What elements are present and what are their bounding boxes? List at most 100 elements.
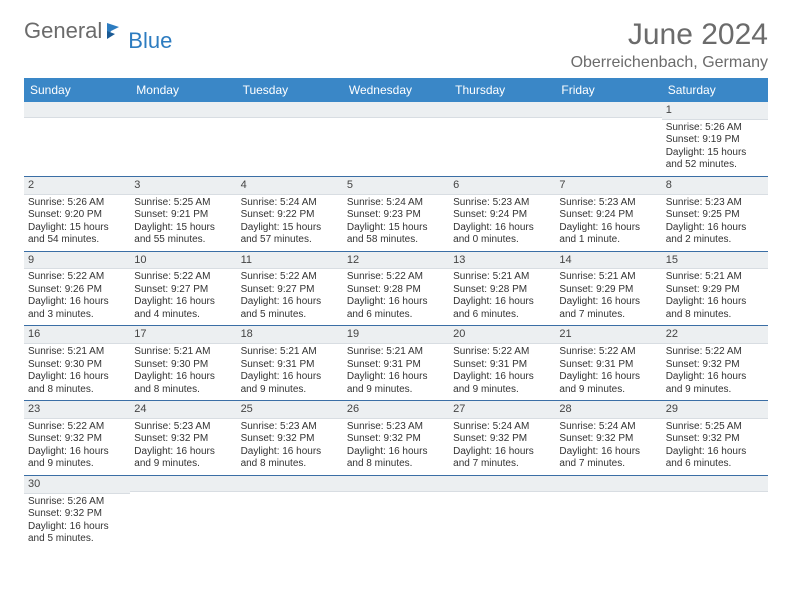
day-number: 7 — [555, 177, 661, 195]
calendar-cell-empty — [237, 476, 343, 550]
daylight-text: Daylight: 16 hours and 9 minutes. — [453, 371, 551, 396]
calendar-cell: 25Sunrise: 5:23 AMSunset: 9:32 PMDayligh… — [237, 401, 343, 475]
daylight-text: Daylight: 15 hours and 52 minutes. — [666, 147, 764, 172]
cell-body: Sunrise: 5:21 AMSunset: 9:29 PMDaylight:… — [662, 269, 768, 325]
daylight-text: Daylight: 16 hours and 2 minutes. — [666, 222, 764, 247]
day-number: 2 — [24, 177, 130, 195]
day-number — [662, 476, 768, 492]
sunrise-text: Sunrise: 5:21 AM — [666, 271, 764, 284]
sunset-text: Sunset: 9:25 PM — [666, 209, 764, 222]
day-number — [24, 102, 130, 118]
sunrise-text: Sunrise: 5:23 AM — [559, 197, 657, 210]
sunrise-text: Sunrise: 5:24 AM — [241, 197, 339, 210]
sunrise-text: Sunrise: 5:26 AM — [666, 122, 764, 135]
cell-body: Sunrise: 5:23 AMSunset: 9:25 PMDaylight:… — [662, 195, 768, 251]
calendar-cell-empty — [343, 102, 449, 176]
cell-body: Sunrise: 5:21 AMSunset: 9:31 PMDaylight:… — [237, 344, 343, 400]
day-header: Sunday — [24, 78, 130, 102]
sunset-text: Sunset: 9:32 PM — [453, 433, 551, 446]
daylight-text: Daylight: 16 hours and 3 minutes. — [28, 296, 126, 321]
calendar-cell-empty — [555, 476, 661, 550]
daylight-text: Daylight: 16 hours and 0 minutes. — [453, 222, 551, 247]
calendar-weeks: 1Sunrise: 5:26 AMSunset: 9:19 PMDaylight… — [24, 102, 768, 550]
day-number: 13 — [449, 252, 555, 270]
sunset-text: Sunset: 9:28 PM — [453, 284, 551, 297]
calendar-cell-empty — [130, 476, 236, 550]
cell-body: Sunrise: 5:22 AMSunset: 9:27 PMDaylight:… — [237, 269, 343, 325]
calendar-week: 9Sunrise: 5:22 AMSunset: 9:26 PMDaylight… — [24, 252, 768, 327]
sunrise-text: Sunrise: 5:22 AM — [453, 346, 551, 359]
day-number: 3 — [130, 177, 236, 195]
cell-body: Sunrise: 5:25 AMSunset: 9:32 PMDaylight:… — [662, 419, 768, 475]
cell-body: Sunrise: 5:21 AMSunset: 9:28 PMDaylight:… — [449, 269, 555, 325]
calendar-cell: 23Sunrise: 5:22 AMSunset: 9:32 PMDayligh… — [24, 401, 130, 475]
calendar-cell: 22Sunrise: 5:22 AMSunset: 9:32 PMDayligh… — [662, 326, 768, 400]
sunrise-text: Sunrise: 5:23 AM — [347, 421, 445, 434]
sunrise-text: Sunrise: 5:22 AM — [134, 271, 232, 284]
day-number: 16 — [24, 326, 130, 344]
sunrise-text: Sunrise: 5:21 AM — [28, 346, 126, 359]
calendar-cell: 11Sunrise: 5:22 AMSunset: 9:27 PMDayligh… — [237, 252, 343, 326]
cell-body: Sunrise: 5:21 AMSunset: 9:30 PMDaylight:… — [24, 344, 130, 400]
calendar-cell: 7Sunrise: 5:23 AMSunset: 9:24 PMDaylight… — [555, 177, 661, 251]
cell-body: Sunrise: 5:24 AMSunset: 9:23 PMDaylight:… — [343, 195, 449, 251]
daylight-text: Daylight: 16 hours and 8 minutes. — [666, 296, 764, 321]
day-number: 9 — [24, 252, 130, 270]
calendar-cell-empty — [130, 102, 236, 176]
day-number: 22 — [662, 326, 768, 344]
sunrise-text: Sunrise: 5:26 AM — [28, 496, 126, 509]
sunset-text: Sunset: 9:32 PM — [134, 433, 232, 446]
cell-body: Sunrise: 5:23 AMSunset: 9:32 PMDaylight:… — [130, 419, 236, 475]
sunset-text: Sunset: 9:32 PM — [241, 433, 339, 446]
day-number: 8 — [662, 177, 768, 195]
sunrise-text: Sunrise: 5:24 AM — [347, 197, 445, 210]
sunrise-text: Sunrise: 5:23 AM — [666, 197, 764, 210]
calendar-cell: 1Sunrise: 5:26 AMSunset: 9:19 PMDaylight… — [662, 102, 768, 176]
day-number: 1 — [662, 102, 768, 120]
day-number: 14 — [555, 252, 661, 270]
cell-body: Sunrise: 5:22 AMSunset: 9:27 PMDaylight:… — [130, 269, 236, 325]
logo: General Blue — [24, 18, 174, 44]
sunset-text: Sunset: 9:32 PM — [28, 433, 126, 446]
calendar-cell-empty — [555, 102, 661, 176]
daylight-text: Daylight: 16 hours and 7 minutes. — [559, 446, 657, 471]
sunset-text: Sunset: 9:30 PM — [28, 359, 126, 372]
cell-body: Sunrise: 5:25 AMSunset: 9:21 PMDaylight:… — [130, 195, 236, 251]
day-number: 24 — [130, 401, 236, 419]
calendar-cell: 30Sunrise: 5:26 AMSunset: 9:32 PMDayligh… — [24, 476, 130, 550]
calendar-cell: 14Sunrise: 5:21 AMSunset: 9:29 PMDayligh… — [555, 252, 661, 326]
day-header: Tuesday — [237, 78, 343, 102]
sunrise-text: Sunrise: 5:21 AM — [559, 271, 657, 284]
logo-text-blue: Blue — [106, 28, 172, 54]
cell-body: Sunrise: 5:23 AMSunset: 9:24 PMDaylight:… — [449, 195, 555, 251]
daylight-text: Daylight: 16 hours and 4 minutes. — [134, 296, 232, 321]
cell-body: Sunrise: 5:26 AMSunset: 9:20 PMDaylight:… — [24, 195, 130, 251]
calendar-cell: 16Sunrise: 5:21 AMSunset: 9:30 PMDayligh… — [24, 326, 130, 400]
day-headers-row: SundayMondayTuesdayWednesdayThursdayFrid… — [24, 78, 768, 102]
calendar: SundayMondayTuesdayWednesdayThursdayFrid… — [24, 78, 768, 550]
sunset-text: Sunset: 9:31 PM — [559, 359, 657, 372]
sunset-text: Sunset: 9:21 PM — [134, 209, 232, 222]
day-number — [555, 102, 661, 118]
cell-body: Sunrise: 5:24 AMSunset: 9:32 PMDaylight:… — [555, 419, 661, 475]
cell-body: Sunrise: 5:26 AMSunset: 9:32 PMDaylight:… — [24, 494, 130, 550]
day-number — [343, 102, 449, 118]
cell-body: Sunrise: 5:23 AMSunset: 9:32 PMDaylight:… — [237, 419, 343, 475]
daylight-text: Daylight: 16 hours and 9 minutes. — [134, 446, 232, 471]
daylight-text: Daylight: 16 hours and 7 minutes. — [453, 446, 551, 471]
calendar-cell: 15Sunrise: 5:21 AMSunset: 9:29 PMDayligh… — [662, 252, 768, 326]
daylight-text: Daylight: 16 hours and 9 minutes. — [241, 371, 339, 396]
calendar-cell-empty — [449, 476, 555, 550]
sunrise-text: Sunrise: 5:25 AM — [666, 421, 764, 434]
daylight-text: Daylight: 16 hours and 8 minutes. — [134, 371, 232, 396]
sunrise-text: Sunrise: 5:24 AM — [559, 421, 657, 434]
sunset-text: Sunset: 9:29 PM — [559, 284, 657, 297]
sunset-text: Sunset: 9:24 PM — [453, 209, 551, 222]
sunrise-text: Sunrise: 5:23 AM — [134, 421, 232, 434]
sunrise-text: Sunrise: 5:23 AM — [453, 197, 551, 210]
sunrise-text: Sunrise: 5:25 AM — [134, 197, 232, 210]
sunset-text: Sunset: 9:32 PM — [347, 433, 445, 446]
day-header: Friday — [555, 78, 661, 102]
sunset-text: Sunset: 9:32 PM — [666, 433, 764, 446]
day-header: Saturday — [662, 78, 768, 102]
